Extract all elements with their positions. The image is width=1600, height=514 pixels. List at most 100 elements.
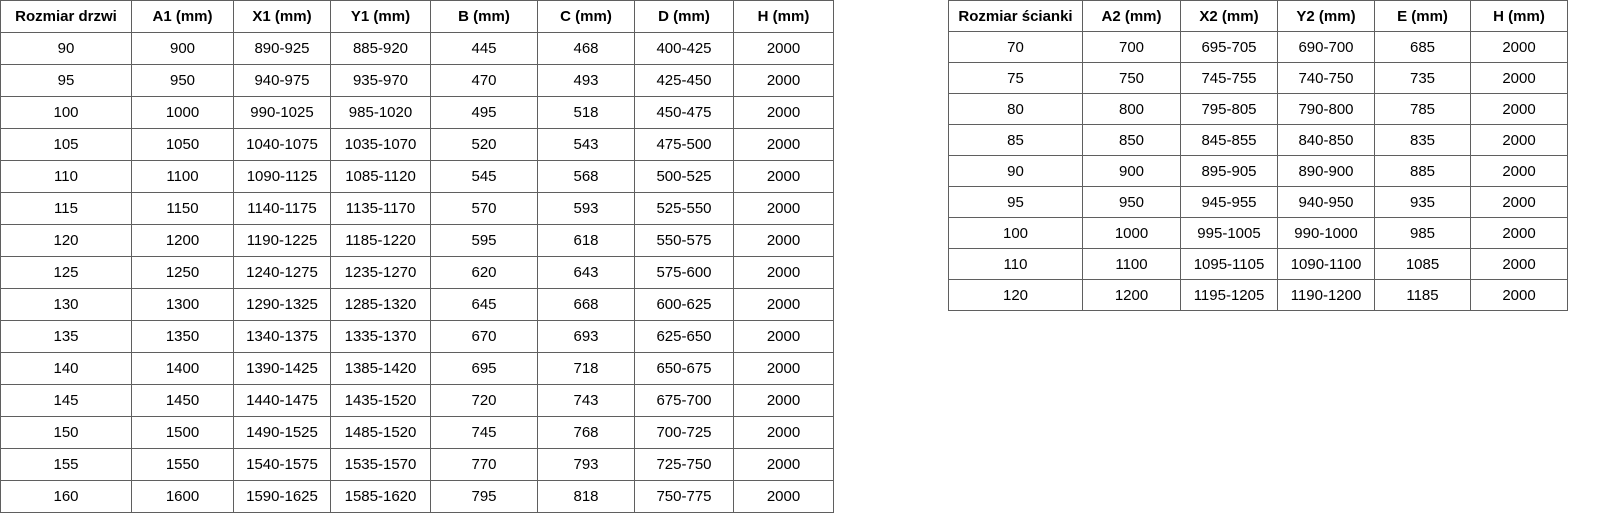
column-header: E (mm) [1374, 0, 1471, 32]
table-row: 160 1600 1590-1625 1585-1620 795 818 750-775 20… [0, 480, 834, 513]
table-row: 110 1100 1090-1125 1085-1120 545 568 500-525 20… [0, 160, 834, 193]
table-cell: 2000 [733, 416, 834, 449]
table-cell: 818 [537, 480, 635, 513]
table-cell: 2000 [733, 352, 834, 385]
table-cell: 520 [430, 128, 538, 161]
table-cell: 1090-1100 [1277, 248, 1375, 280]
table-cell: 770 [430, 448, 538, 481]
table-cell: 718 [537, 352, 635, 385]
table-cell: 940-975 [233, 64, 331, 97]
table-row: 95 950 940-975 935-970 470 493 425-450 2000 [0, 64, 834, 97]
table-cell: 1185 [1374, 279, 1471, 311]
table-cell: 1300 [131, 288, 234, 321]
table-cell: 135 [0, 320, 132, 353]
table-row: 80 800 795-805 790-800 785 2000 [948, 93, 1568, 125]
column-header: X2 (mm) [1180, 0, 1278, 32]
table-cell: 1385-1420 [330, 352, 431, 385]
table-cell: 745-755 [1180, 62, 1278, 94]
table-cell: 785 [1374, 93, 1471, 125]
column-header: Rozmiar drzwi [0, 0, 132, 33]
table-cell: 1500 [131, 416, 234, 449]
column-header: Y1 (mm) [330, 0, 431, 33]
table-cell: 518 [537, 96, 635, 129]
table-cell: 100 [0, 96, 132, 129]
column-header: H (mm) [733, 0, 834, 33]
table-cell: 130 [0, 288, 132, 321]
table-cell: 85 [948, 124, 1083, 156]
table-row: 120 1200 1195-1205 1190-1200 1185 2000 [948, 279, 1568, 311]
table-cell: 2000 [733, 320, 834, 353]
table-cell: 1090-1125 [233, 160, 331, 193]
table-cell: 1185-1220 [330, 224, 431, 257]
table-cell: 700-725 [634, 416, 734, 449]
table-cell: 110 [948, 248, 1083, 280]
table-cell: 445 [430, 32, 538, 65]
table-cell: 2000 [1470, 217, 1568, 249]
table-cell: 845-855 [1180, 124, 1278, 156]
header-row: Rozmiar drzwi A1 (mm) X1 (mm) Y1 (mm) B (mm)… [0, 0, 834, 33]
table-cell: 1000 [131, 96, 234, 129]
table-row: 95 950 945-955 940-950 935 2000 [948, 186, 1568, 218]
table-cell: 1285-1320 [330, 288, 431, 321]
table-cell: 568 [537, 160, 635, 193]
table-cell: 2000 [733, 384, 834, 417]
table-cell: 2000 [1470, 248, 1568, 280]
table-cell: 155 [0, 448, 132, 481]
table-cell: 2000 [733, 288, 834, 321]
table-row: 75 750 745-755 740-750 735 2000 [948, 62, 1568, 94]
table-cell: 2000 [1470, 93, 1568, 125]
column-header: Y2 (mm) [1277, 0, 1375, 32]
table-cell: 935-970 [330, 64, 431, 97]
table-cell: 593 [537, 192, 635, 225]
table-cell: 745 [430, 416, 538, 449]
table-cell: 1435-1520 [330, 384, 431, 417]
table-cell: 1450 [131, 384, 234, 417]
table-cell: 950 [1082, 186, 1181, 218]
table-cell: 550-575 [634, 224, 734, 257]
table-cell: 150 [0, 416, 132, 449]
table-cell: 70 [948, 31, 1083, 63]
table-cell: 900 [131, 32, 234, 65]
table-cell: 1550 [131, 448, 234, 481]
table-row: 140 1400 1390-1425 1385-1420 695 718 650-675 20… [0, 352, 834, 385]
table-cell: 120 [948, 279, 1083, 311]
table-cell: 1135-1170 [330, 192, 431, 225]
table-cell: 743 [537, 384, 635, 417]
table-cell: 1050 [131, 128, 234, 161]
table-cell: 545 [430, 160, 538, 193]
table-cell: 2000 [1470, 62, 1568, 94]
table-cell: 75 [948, 62, 1083, 94]
table-cell: 895-905 [1180, 155, 1278, 187]
table-row: 70 700 695-705 690-700 685 2000 [948, 31, 1568, 63]
table-cell: 795-805 [1180, 93, 1278, 125]
table-cell: 840-850 [1277, 124, 1375, 156]
table-cell: 100 [948, 217, 1083, 249]
table-cell: 795 [430, 480, 538, 513]
table-cell: 2000 [733, 192, 834, 225]
table-cell: 800 [1082, 93, 1181, 125]
table-cell: 543 [537, 128, 635, 161]
table-cell: 700 [1082, 31, 1181, 63]
table-cell: 2000 [1470, 124, 1568, 156]
table-cell: 900 [1082, 155, 1181, 187]
table-cell: 2000 [733, 64, 834, 97]
table-cell: 1390-1425 [233, 352, 331, 385]
table-cell: 985 [1374, 217, 1471, 249]
table-cell: 160 [0, 480, 132, 513]
table-cell: 1200 [1082, 279, 1181, 311]
table-cell: 115 [0, 192, 132, 225]
table-row: 90 900 890-925 885-920 445 468 400-425 2000 [0, 32, 834, 65]
table-cell: 1440-1475 [233, 384, 331, 417]
table-cell: 1140-1175 [233, 192, 331, 225]
wall-size-table: Rozmiar ścianki A2 (mm) X2 (mm) Y2 (mm) E (m… [948, 0, 1568, 311]
table-cell: 945-955 [1180, 186, 1278, 218]
column-header: D (mm) [634, 0, 734, 33]
table-cell: 1340-1375 [233, 320, 331, 353]
table-cell: 2000 [1470, 31, 1568, 63]
table-cell: 1535-1570 [330, 448, 431, 481]
table-cell: 1100 [1082, 248, 1181, 280]
column-header: B (mm) [430, 0, 538, 33]
table-cell: 645 [430, 288, 538, 321]
column-header: C (mm) [537, 0, 635, 33]
table-cell: 618 [537, 224, 635, 257]
